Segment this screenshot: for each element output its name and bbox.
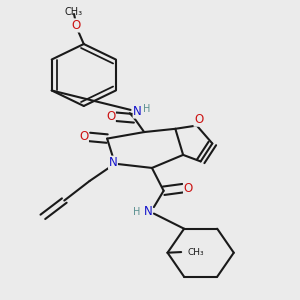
Text: H: H: [133, 207, 140, 217]
Text: O: O: [194, 113, 203, 126]
Text: O: O: [184, 182, 193, 195]
Text: N: N: [133, 105, 142, 118]
Text: O: O: [71, 19, 81, 32]
Text: CH₃: CH₃: [187, 248, 204, 256]
Text: O: O: [79, 130, 88, 143]
Text: N: N: [144, 206, 152, 218]
Text: H: H: [143, 103, 150, 114]
Text: O: O: [106, 110, 115, 123]
Text: CH₃: CH₃: [65, 8, 83, 17]
Text: N: N: [109, 156, 117, 169]
